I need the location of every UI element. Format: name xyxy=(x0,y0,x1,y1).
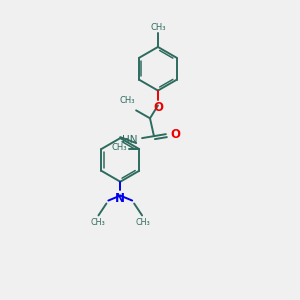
Text: O: O xyxy=(153,101,163,115)
Text: CH₃: CH₃ xyxy=(136,218,150,227)
Text: CH₃: CH₃ xyxy=(150,23,166,32)
Text: O: O xyxy=(171,128,181,141)
Text: CH₃: CH₃ xyxy=(120,96,135,105)
Text: N: N xyxy=(115,192,125,205)
Text: CH₃: CH₃ xyxy=(112,142,127,152)
Text: CH₃: CH₃ xyxy=(90,218,105,227)
Text: HN: HN xyxy=(122,135,137,145)
